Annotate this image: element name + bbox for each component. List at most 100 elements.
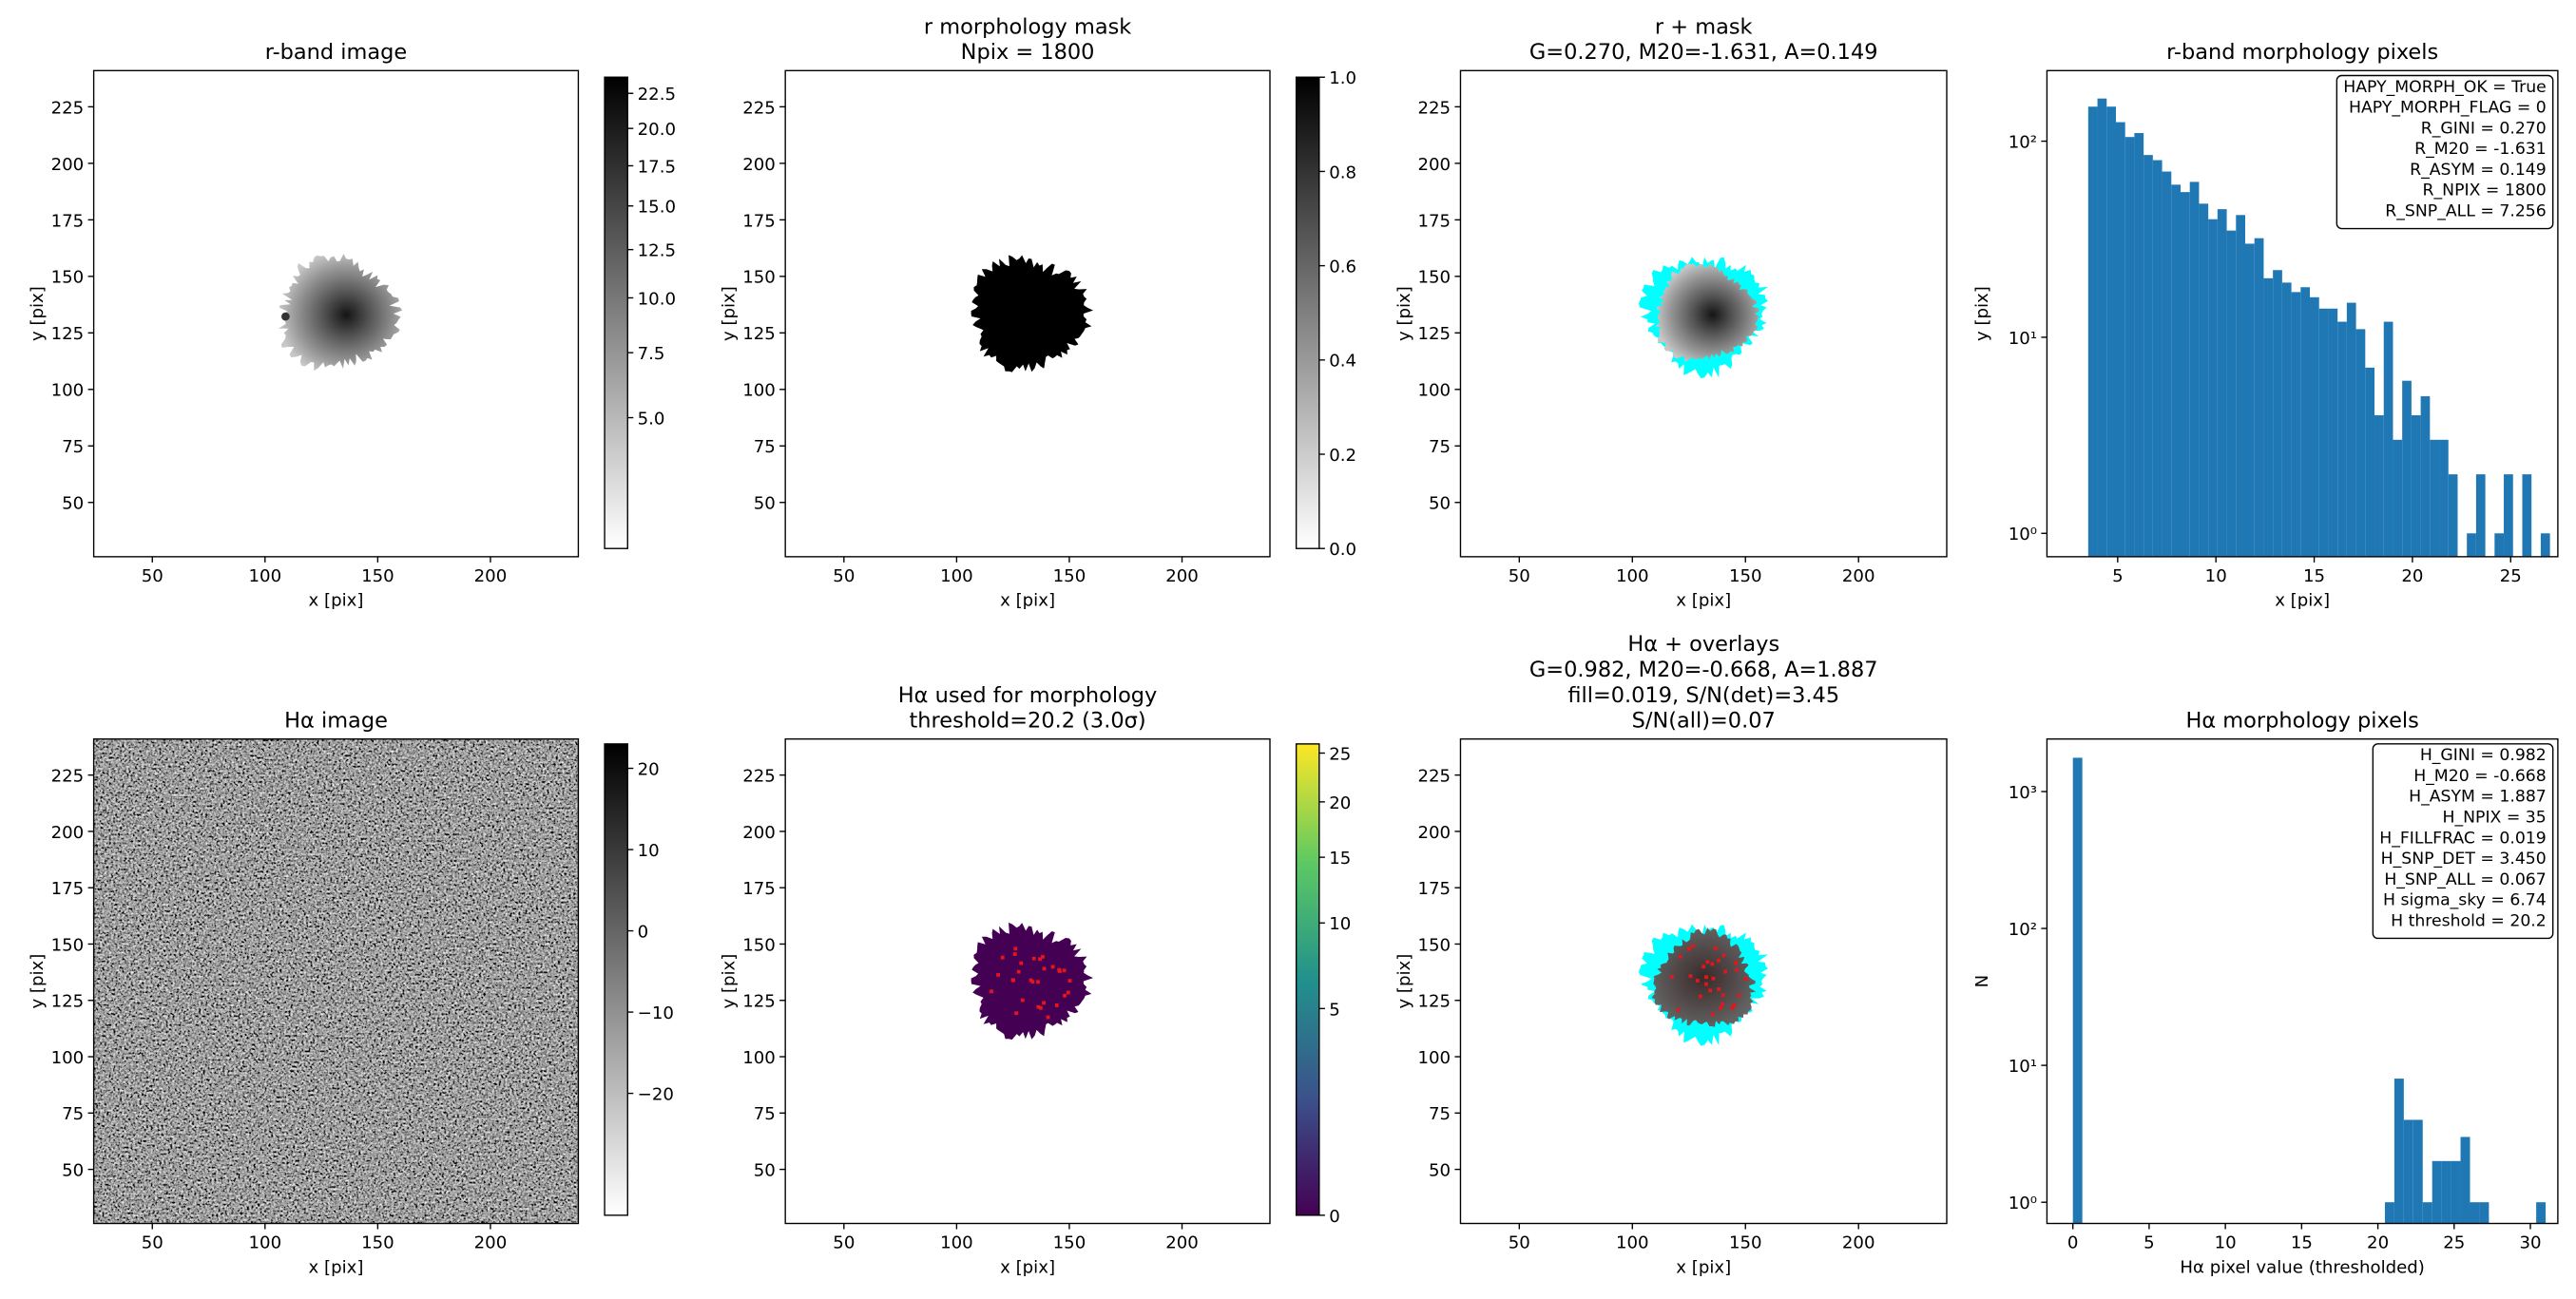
stats-line: R_ASYM = 0.149 — [2410, 161, 2547, 180]
detected-pixel — [1704, 982, 1708, 986]
stats-line: R_SNP_ALL = 7.256 — [2385, 201, 2546, 220]
histogram-bar — [2470, 1202, 2480, 1224]
y-tick-label: 200 — [742, 823, 776, 843]
y-tick-label: 175 — [51, 211, 85, 231]
x-axis-label: x [pix] — [1676, 1257, 1731, 1277]
stats-box-frame — [2372, 743, 2554, 940]
x-tick-label: 15 — [2303, 566, 2325, 586]
colorbar-tick-label: 20.0 — [638, 120, 676, 140]
histogram-bar — [2328, 308, 2338, 557]
y-tick-label: 175 — [51, 879, 85, 899]
x-tick-label: 200 — [1165, 1232, 1199, 1252]
x-tick-label: 150 — [361, 1232, 394, 1252]
x-axis-label: x [pix] — [309, 1257, 364, 1277]
histogram-bar — [2273, 270, 2282, 557]
histogram-bar — [2217, 209, 2227, 557]
colorbar-tick-label: 1.0 — [1329, 68, 1356, 88]
detected-pixel — [1743, 977, 1748, 981]
axes-frame — [2046, 69, 2559, 558]
colorbar-tick-label: 15 — [1329, 849, 1351, 869]
y-tick-label: 150 — [1417, 268, 1451, 288]
x-tick-label: 50 — [1509, 566, 1530, 586]
histogram-bar — [2479, 1202, 2489, 1224]
x-tick-label: 0 — [2067, 1232, 2079, 1252]
detected-pixel — [1717, 987, 1721, 991]
histogram-bar — [2467, 533, 2476, 557]
y-tick-label: 150 — [51, 268, 85, 288]
y-tick-label: 225 — [742, 98, 776, 118]
histogram-bar — [2106, 106, 2116, 557]
chart-title: r-band morphology pixels — [2166, 40, 2438, 65]
detected-pixel — [1701, 965, 1706, 969]
y-tick-label: 10⁰ — [2009, 1194, 2037, 1213]
halpha-core — [1651, 927, 1757, 1027]
y-tick-label: 50 — [62, 1161, 84, 1181]
detected-pixel — [1708, 988, 1712, 993]
histogram-bar — [2208, 219, 2218, 557]
y-tick-label: 75 — [1429, 437, 1451, 457]
histogram-bar — [2281, 282, 2292, 557]
histogram-bar — [2383, 321, 2393, 557]
y-tick-label: 200 — [1417, 155, 1451, 175]
detected-pixel — [1054, 1003, 1059, 1007]
x-tick-label: 200 — [1842, 566, 1875, 586]
histogram-bar — [2494, 533, 2505, 557]
stats-box-frame — [2336, 74, 2554, 230]
y-tick-label: 75 — [754, 437, 776, 457]
colorbar-tick-label: 0.0 — [1329, 540, 1356, 560]
y-tick-label: 125 — [742, 992, 776, 1012]
histogram-bar — [2460, 1137, 2470, 1224]
stats-line: R_M20 = -1.631 — [2414, 140, 2547, 159]
histogram-bar — [2134, 133, 2144, 557]
detected-pixel — [1695, 979, 1700, 983]
x-tick-label: 5 — [2112, 566, 2124, 586]
y-tick-label: 50 — [754, 1161, 776, 1181]
detected-pixel — [1028, 978, 1033, 983]
y-tick-label: 200 — [1417, 823, 1451, 843]
colorbar-tick-label: 0.8 — [1329, 162, 1356, 182]
x-tick-label: 100 — [1616, 1232, 1649, 1252]
chart-title: r-band image — [265, 40, 407, 65]
axes-frame — [784, 737, 1271, 1225]
x-tick-label: 200 — [474, 1232, 508, 1252]
histogram-bar — [2413, 1119, 2423, 1224]
histogram-bar — [2124, 137, 2135, 557]
detected-pixel — [1723, 969, 1728, 974]
histogram-bar — [2393, 439, 2403, 557]
detected-pixel — [1020, 998, 1025, 1003]
x-axis-label: x [pix] — [309, 591, 364, 611]
stats-line: H threshold = 20.2 — [2391, 911, 2547, 930]
detected-pixel — [1011, 978, 1015, 983]
image-content — [971, 922, 1094, 1041]
y-tick-label: 200 — [742, 155, 776, 175]
detected-pixel — [1063, 993, 1067, 998]
y-tick-label: 100 — [51, 381, 85, 401]
detected-pixel — [1014, 1011, 1019, 1016]
y-tick-label: 10² — [2009, 920, 2037, 940]
detected-pixel — [1688, 974, 1693, 979]
colorbar-tick-label: 0.2 — [1329, 446, 1356, 466]
y-tick-label: 10¹ — [2009, 329, 2037, 349]
colorbar-tick-label: 10.0 — [638, 289, 676, 309]
colorbar-tick-label: 10 — [1329, 914, 1351, 934]
colorbar-tick-label: 7.5 — [638, 344, 665, 364]
noise-image — [93, 738, 579, 1224]
y-axis-label: y [pix] — [720, 954, 740, 1009]
detected-pixel — [1711, 1012, 1715, 1017]
detected-pixel — [990, 989, 993, 994]
detected-pixel — [1000, 955, 1005, 960]
histogram-bar — [2420, 396, 2431, 557]
y-tick-label: 150 — [1417, 935, 1451, 955]
y-tick-label: 175 — [742, 879, 776, 899]
y-tick-label: 225 — [742, 767, 776, 787]
x-tick-label: 150 — [1729, 1232, 1762, 1252]
histogram-bar — [2245, 243, 2255, 557]
detected-pixel — [1721, 1002, 1724, 1006]
y-tick-label: 75 — [1429, 1104, 1451, 1124]
histogram-bar — [2291, 292, 2301, 557]
colorbar-tick-label: 20 — [1329, 793, 1351, 813]
x-tick-label: 15 — [2291, 1232, 2313, 1252]
axes-frame — [92, 69, 580, 558]
histogram-bar — [2430, 439, 2440, 557]
histogram-bar — [2263, 277, 2274, 557]
